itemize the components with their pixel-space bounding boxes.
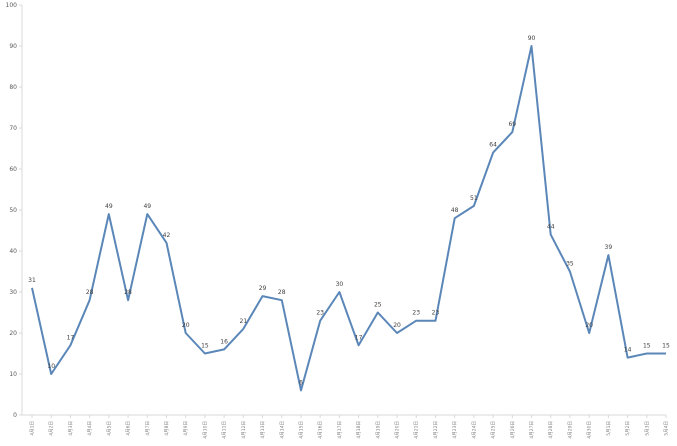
y-tick-label: 40 — [9, 248, 17, 255]
data-label: 64 — [489, 142, 497, 149]
data-label: 20 — [393, 322, 401, 329]
data-label: 31 — [28, 277, 36, 284]
x-tick-label: 5月3日 — [644, 421, 650, 436]
x-tick-label: 4月7日 — [145, 421, 151, 436]
data-label: 20 — [585, 322, 593, 329]
x-tick-label: 5月2日 — [625, 421, 631, 436]
x-tick-label: 4月22日 — [433, 421, 439, 439]
y-tick-label: 60 — [9, 166, 17, 173]
x-axis: 4月1日 4月2日 4月3日 4月4日 4月5日 4月6日 4月7日 4月8日 4月9日 4月10… — [22, 414, 670, 439]
x-tick-label: 4月5日 — [106, 421, 112, 436]
y-tick-label: 20 — [9, 330, 17, 337]
x-tick-label: 5月1日 — [606, 421, 612, 436]
data-label: 15 — [201, 343, 209, 350]
series-layer — [31, 45, 666, 392]
data-label: 28 — [124, 289, 132, 296]
x-tick-label: 4月25日 — [491, 421, 497, 439]
y-tick-label: 50 — [9, 207, 17, 214]
data-label: 21 — [240, 318, 248, 325]
y-tick-label: 0 — [13, 412, 17, 419]
x-tick-label: 4月1日 — [30, 421, 36, 436]
data-label: 16 — [220, 338, 228, 345]
data-label: 51 — [470, 195, 478, 202]
data-label: 90 — [528, 35, 536, 42]
y-tick-label: 80 — [9, 84, 17, 91]
data-label: 14 — [624, 347, 632, 354]
x-tick-label: 4月14日 — [279, 421, 285, 439]
x-tick-label: 4月2日 — [49, 421, 55, 436]
x-tick-label: 4月19日 — [375, 421, 381, 439]
y-tick-label: 100 — [6, 2, 18, 9]
data-label: 49 — [143, 203, 151, 210]
data-label: 17 — [67, 334, 75, 341]
y-tick-label: 70 — [9, 125, 17, 132]
data-label: 29 — [259, 285, 267, 292]
data-label: 17 — [355, 334, 363, 341]
y-tick-label: 30 — [9, 289, 17, 296]
x-tick-label: 4月17日 — [337, 421, 343, 439]
data-label: 39 — [605, 244, 613, 251]
data-label: 23 — [316, 310, 324, 317]
x-tick-label: 4月30日 — [587, 421, 593, 439]
series-line — [31, 45, 666, 392]
x-tick-label: 4月6日 — [126, 421, 132, 436]
x-tick-label: 4月12日 — [241, 421, 247, 439]
x-tick-label: 4月18日 — [356, 421, 362, 439]
x-tick-label: 4月24日 — [471, 421, 477, 439]
x-tick-label: 4月15日 — [298, 421, 304, 439]
x-tick-label: 4月10日 — [202, 421, 208, 439]
x-tick-label: 4月20日 — [395, 421, 401, 439]
data-label: 30 — [336, 281, 344, 288]
data-label: 28 — [86, 289, 94, 296]
x-tick-label: 4月3日 — [68, 421, 74, 436]
x-tick-label: 4月13日 — [260, 421, 266, 439]
y-tick-label: 90 — [9, 43, 17, 50]
data-label: 42 — [163, 232, 171, 239]
x-tick-label: 4月11日 — [222, 421, 228, 439]
data-label: 10 — [47, 363, 55, 370]
data-label: 44 — [547, 224, 555, 231]
x-tick-label: 4月8日 — [164, 421, 170, 436]
data-label: 28 — [278, 289, 286, 296]
x-tick-label: 4月9日 — [183, 421, 189, 436]
x-tick-label: 4月29日 — [567, 421, 573, 439]
data-label: 15 — [662, 343, 670, 350]
x-tick-label: 5月4日 — [664, 421, 670, 436]
data-labels: 31 10 17 28 49 28 49 42 20 15 16 21 29 28 6 23 30 17 25 20 2… — [28, 35, 670, 386]
x-tick-label: 4月4日 — [87, 421, 93, 436]
y-axis: 0 10 20 30 40 50 60 70 80 90 100 — [6, 2, 23, 419]
data-label: 35 — [566, 261, 574, 268]
data-label: 48 — [451, 207, 459, 214]
y-tick-label: 10 — [9, 371, 17, 378]
data-label: 49 — [105, 203, 113, 210]
x-tick-label: 4月21日 — [414, 421, 420, 439]
x-tick-label: 4月16日 — [318, 421, 324, 439]
x-tick-label: 4月28日 — [548, 421, 554, 439]
data-label: 23 — [432, 310, 440, 317]
x-tick-label: 4月23日 — [452, 421, 458, 439]
data-label: 15 — [643, 343, 651, 350]
data-label: 69 — [508, 121, 516, 128]
x-tick-label: 4月26日 — [510, 421, 516, 439]
data-label: 6 — [299, 379, 303, 386]
x-tick-label: 4月27日 — [529, 421, 535, 439]
data-label: 25 — [374, 302, 382, 309]
data-label: 20 — [182, 322, 190, 329]
data-label: 23 — [412, 310, 420, 317]
